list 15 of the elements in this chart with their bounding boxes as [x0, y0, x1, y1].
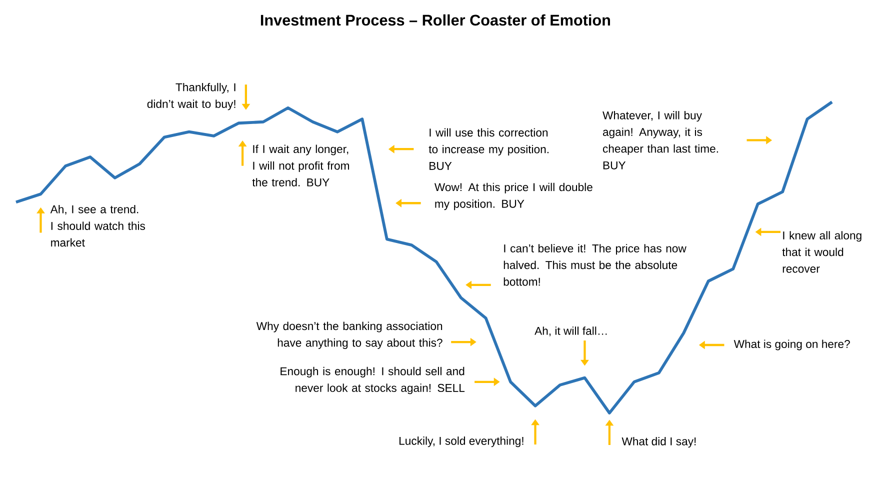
annotation: Ah, I see a trend. I should watch this market — [50, 204, 146, 247]
annotation: I can’t believe it! The price has now halved. This must be the absolute bottom! — [504, 244, 686, 286]
annotation: Ah, it will fall… — [534, 326, 607, 336]
annotation: What is going on here? — [734, 340, 850, 350]
chart-title: Investment Process – Roller Coaster of Emotion — [260, 14, 610, 26]
text: Luckily, I sold everything! — [399, 436, 524, 448]
annotation: I knew all along that it would recover — [782, 231, 862, 273]
annotation: If I wait any longer, I will not profit from the trend. BUY — [252, 144, 350, 186]
annotation: Enough is enough! I should sell and never look at stocks again! SELL — [280, 366, 465, 394]
annotation: Whatever, I will buy again! Anyway, it is cheaper than last time. BUY — [602, 111, 718, 170]
annotation: Why doesn’t the banking association have anything to say about this? — [256, 322, 442, 349]
annotation: Thankfully, I didn’t wait to buy! — [147, 82, 236, 110]
annotation: Wow! At this price I will double my position. BUY — [434, 182, 592, 210]
text: What did I say! — [622, 437, 696, 448]
annotation: I will use this correction to increase my position. BUY — [428, 128, 549, 170]
